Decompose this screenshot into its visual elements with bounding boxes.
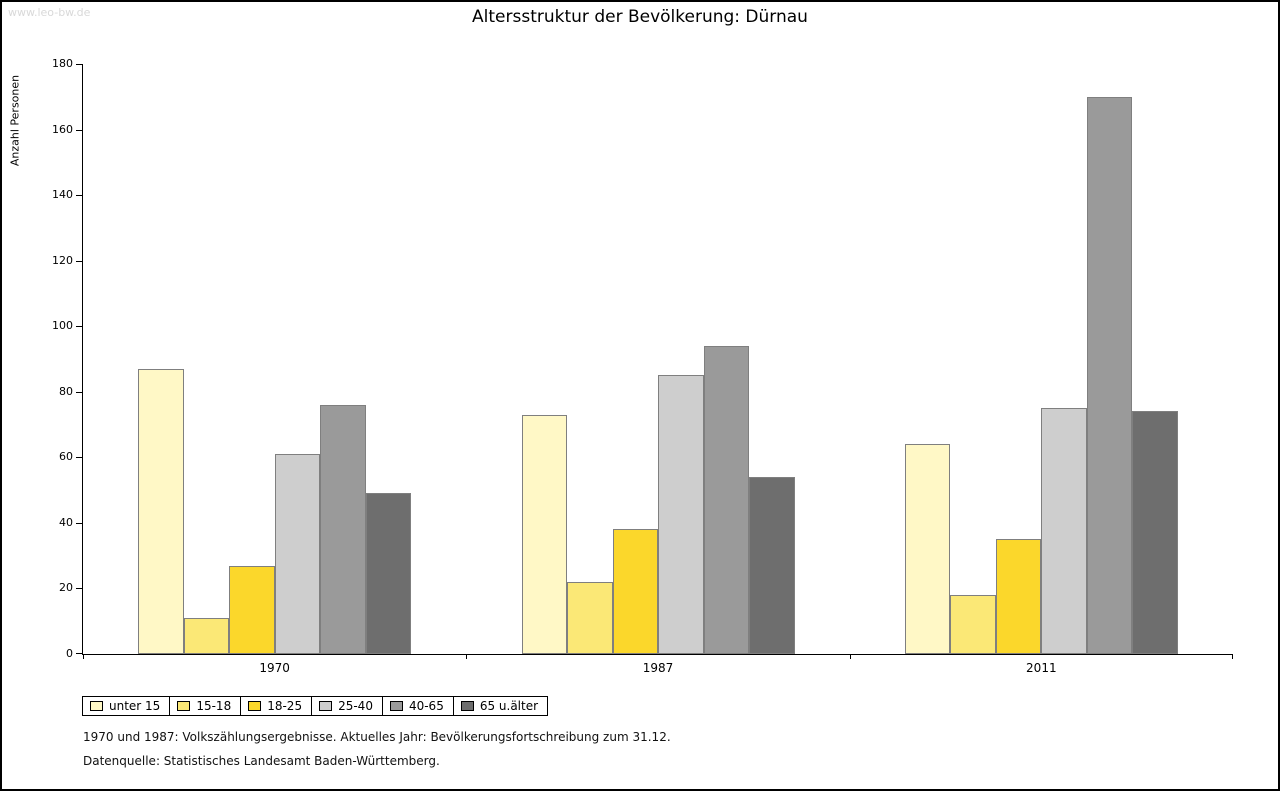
y-tick-mark — [76, 326, 82, 328]
legend-label: 18-25 — [267, 699, 303, 713]
legend-swatch — [177, 701, 191, 711]
legend-swatch — [460, 701, 474, 711]
x-tick-mark — [1232, 654, 1233, 659]
legend-label: 25-40 — [338, 699, 373, 713]
bar-2011-65-u-lter — [1132, 411, 1178, 654]
legend-item: 65 u.älter — [454, 697, 547, 715]
footnote-line-2: Datenquelle: Statistisches Landesamt Bad… — [83, 754, 440, 768]
y-tick-mark — [76, 522, 82, 524]
bar-1970-40-65 — [320, 404, 366, 654]
y-tick-mark — [76, 653, 82, 654]
legend-item: 18-25 — [241, 697, 313, 715]
y-tick-label: 0 — [66, 647, 73, 660]
bar-1987-18-25 — [612, 529, 658, 654]
bar-1970-65-u-lter — [365, 493, 412, 654]
legend-swatch — [319, 701, 333, 711]
y-tick-label: 160 — [52, 122, 73, 136]
watermark: www.leo-bw.de — [8, 6, 91, 19]
y-tick-label: 80 — [59, 384, 73, 398]
y-tick-mark — [76, 588, 82, 590]
plot-area: 0 20 40 60 80 100 120 140 160 180 1970 1987 2011 — [52, 57, 1233, 675]
bar-2011-40-65 — [1086, 96, 1133, 654]
y-tick-label: 40 — [59, 515, 73, 529]
bar-1987-15-18 — [567, 581, 613, 654]
x-tick-mark — [849, 654, 851, 659]
y-tick-mark — [76, 391, 82, 393]
bar-1970-unter-15 — [138, 368, 184, 654]
bar-1987-unter-15 — [521, 414, 567, 654]
y-tick-label: 140 — [52, 188, 73, 202]
x-tick-mark — [466, 654, 468, 659]
bar-2011-15-18 — [950, 595, 996, 654]
legend: unter 15 15-18 18-25 25-40 40-65 65 u.älter — [82, 696, 549, 716]
y-tick-mark — [76, 129, 82, 131]
y-tick-mark — [76, 260, 82, 262]
legend-item: 25-40 — [312, 697, 383, 715]
y-tick-mark — [76, 195, 82, 197]
x-category-label: 1987 — [642, 661, 674, 675]
legend-label: 15-18 — [196, 699, 232, 713]
y-tick-label: 20 — [59, 581, 73, 595]
legend-label: unter 15 — [109, 699, 161, 713]
bar-1970-18-25 — [229, 565, 275, 654]
bar-1970-25-40 — [274, 454, 321, 654]
y-tick-label: 100 — [52, 319, 73, 333]
y-tick-mark — [76, 457, 82, 459]
bar-2011-25-40 — [1041, 408, 1087, 654]
y-tick-mark — [76, 64, 82, 65]
bar-2011-18-25 — [995, 539, 1042, 654]
y-axis-label: Anzahl Personen — [8, 74, 22, 167]
chart-title: Altersstruktur der Bevölkerung: Dürnau — [472, 7, 808, 27]
bar-1987-40-65 — [703, 345, 749, 654]
x-category-label: 2011 — [1026, 661, 1057, 675]
legend-swatch — [90, 701, 103, 711]
footnote-line-1: 1970 und 1987: Volkszählungsergebnisse. … — [83, 730, 671, 744]
legend-item: unter 15 — [83, 697, 171, 715]
bar-1987-65-u-lter — [749, 477, 795, 654]
bar-2011-unter-15 — [904, 444, 951, 654]
legend-label: 40-65 — [408, 699, 444, 713]
x-tick-mark — [83, 654, 84, 659]
x-category-label: 1970 — [259, 661, 290, 675]
legend-item: 40-65 — [383, 697, 454, 715]
bar-1987-25-40 — [658, 375, 704, 654]
legend-swatch — [389, 701, 403, 711]
y-tick-label: 60 — [59, 450, 73, 464]
legend-swatch — [248, 701, 262, 711]
bar-1970-15-18 — [183, 617, 230, 654]
y-tick-label: 120 — [52, 253, 73, 267]
y-tick-label: 180 — [52, 57, 73, 70]
legend-label: 65 u.älter — [479, 699, 539, 713]
legend-item: 15-18 — [170, 697, 242, 715]
